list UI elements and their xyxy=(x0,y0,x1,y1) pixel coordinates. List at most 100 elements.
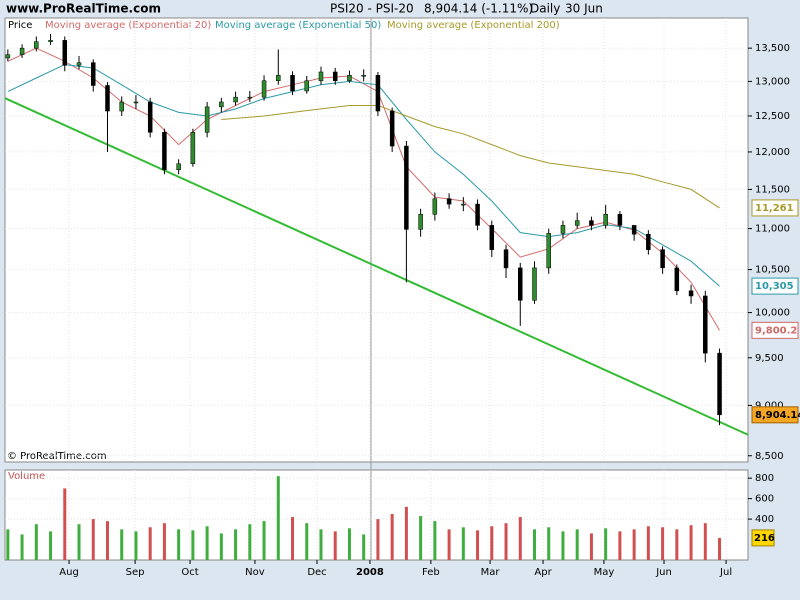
last-volume-label: 216 xyxy=(754,533,775,544)
volume-bar xyxy=(262,521,266,560)
volume-bar xyxy=(6,529,10,560)
volume-bar xyxy=(646,526,650,560)
x-tick-label: Jul xyxy=(719,567,732,578)
volume-bar xyxy=(319,529,323,560)
y-tick-label: 13,000 xyxy=(755,76,790,87)
x-tick-label: Feb xyxy=(422,567,440,578)
y-tick-label: 9,500 xyxy=(755,353,784,364)
candle-body xyxy=(90,62,96,86)
candle-body xyxy=(518,267,523,301)
candle-body xyxy=(404,145,409,230)
volume-bar xyxy=(91,519,95,560)
candle-body xyxy=(717,352,722,416)
price-label: Price xyxy=(8,20,32,31)
volume-bar xyxy=(105,521,109,560)
x-tick-label: May xyxy=(594,567,615,578)
candle-body xyxy=(461,203,466,206)
volume-bar xyxy=(347,528,351,560)
last-price-label-box xyxy=(751,406,799,424)
last-value-label-box xyxy=(751,277,799,295)
candle-body xyxy=(603,214,608,226)
candle-body xyxy=(432,198,438,215)
moving-average-line xyxy=(7,64,720,287)
volume-bar xyxy=(234,529,238,560)
volume-bar xyxy=(703,523,707,560)
candle-body xyxy=(62,40,68,66)
last-volume-box xyxy=(751,529,775,547)
x-tick-label: 2008 xyxy=(356,567,384,578)
title: PSI20 - PSI-20 xyxy=(330,2,414,16)
last-value-label: 11,261 xyxy=(755,203,794,214)
volume-bar xyxy=(148,527,152,560)
volume-bar xyxy=(604,528,608,560)
candle-body xyxy=(646,233,651,250)
x-tick-label: Jun xyxy=(655,567,672,578)
source: www.ProRealTime.com xyxy=(6,2,161,16)
candle-body xyxy=(48,40,53,42)
volume-bar xyxy=(561,531,565,560)
candle-body xyxy=(318,71,324,81)
candle-body xyxy=(176,163,181,170)
volume-bar xyxy=(632,529,636,560)
candle-body xyxy=(5,54,11,59)
volume-bar xyxy=(376,519,380,560)
candle-body xyxy=(503,249,509,269)
volume-bar xyxy=(34,524,38,560)
volume-bar xyxy=(134,531,138,560)
volume-bar xyxy=(219,533,223,560)
volume-bar xyxy=(575,529,579,560)
candle-body xyxy=(631,225,637,235)
candle-body xyxy=(190,132,196,165)
volume-bar xyxy=(461,527,465,560)
y-tick-label: 9,000 xyxy=(755,400,784,411)
candle-body xyxy=(76,62,82,66)
candle-body xyxy=(674,267,680,292)
candle-body xyxy=(204,106,210,133)
volume-bar xyxy=(504,523,508,560)
x-tick-label: Apr xyxy=(534,567,552,578)
copyright: © ProRealTime.com xyxy=(7,451,107,462)
volume-bar xyxy=(547,527,551,560)
volume-bar xyxy=(476,530,480,560)
candle-body xyxy=(475,203,480,226)
volume-bar xyxy=(305,523,309,560)
volume-bar xyxy=(661,527,665,560)
volume-bar xyxy=(532,529,536,560)
candle-body xyxy=(219,101,224,108)
candle-body xyxy=(446,198,452,205)
candle-body xyxy=(617,214,623,226)
volume-bar xyxy=(276,476,280,560)
candle-body xyxy=(332,71,338,81)
candle-body xyxy=(418,214,423,230)
y-tick-label: 10,500 xyxy=(755,265,790,276)
last-price-label: 8,904.14 xyxy=(755,410,800,421)
candle-body xyxy=(233,96,238,103)
candle-body xyxy=(19,47,25,55)
candle-body xyxy=(347,75,352,81)
volume-bar xyxy=(390,513,394,560)
moving-average-line xyxy=(7,47,720,331)
volume-bar xyxy=(162,523,166,560)
volume-bar xyxy=(205,526,209,560)
volume-bar xyxy=(49,531,53,560)
period: Daily xyxy=(530,2,560,16)
candle-body xyxy=(133,101,139,104)
candle-body xyxy=(560,225,566,234)
candle-body xyxy=(660,249,665,269)
volume-bar xyxy=(177,529,181,560)
volume-bar xyxy=(433,521,437,560)
volume-bar xyxy=(63,488,67,560)
candle-body xyxy=(304,80,310,92)
last-value-label: 9,800.2 xyxy=(755,325,797,336)
candle-body xyxy=(147,101,153,133)
candle-body xyxy=(276,75,281,81)
volume-bar xyxy=(291,517,295,560)
moving-average-line xyxy=(221,105,720,209)
volume-bar xyxy=(618,531,622,560)
x-tick-label: Sep xyxy=(126,567,145,578)
candle-body xyxy=(532,267,537,301)
candle-body xyxy=(119,101,124,112)
volume-bar xyxy=(718,537,722,560)
candle-body xyxy=(589,220,594,226)
